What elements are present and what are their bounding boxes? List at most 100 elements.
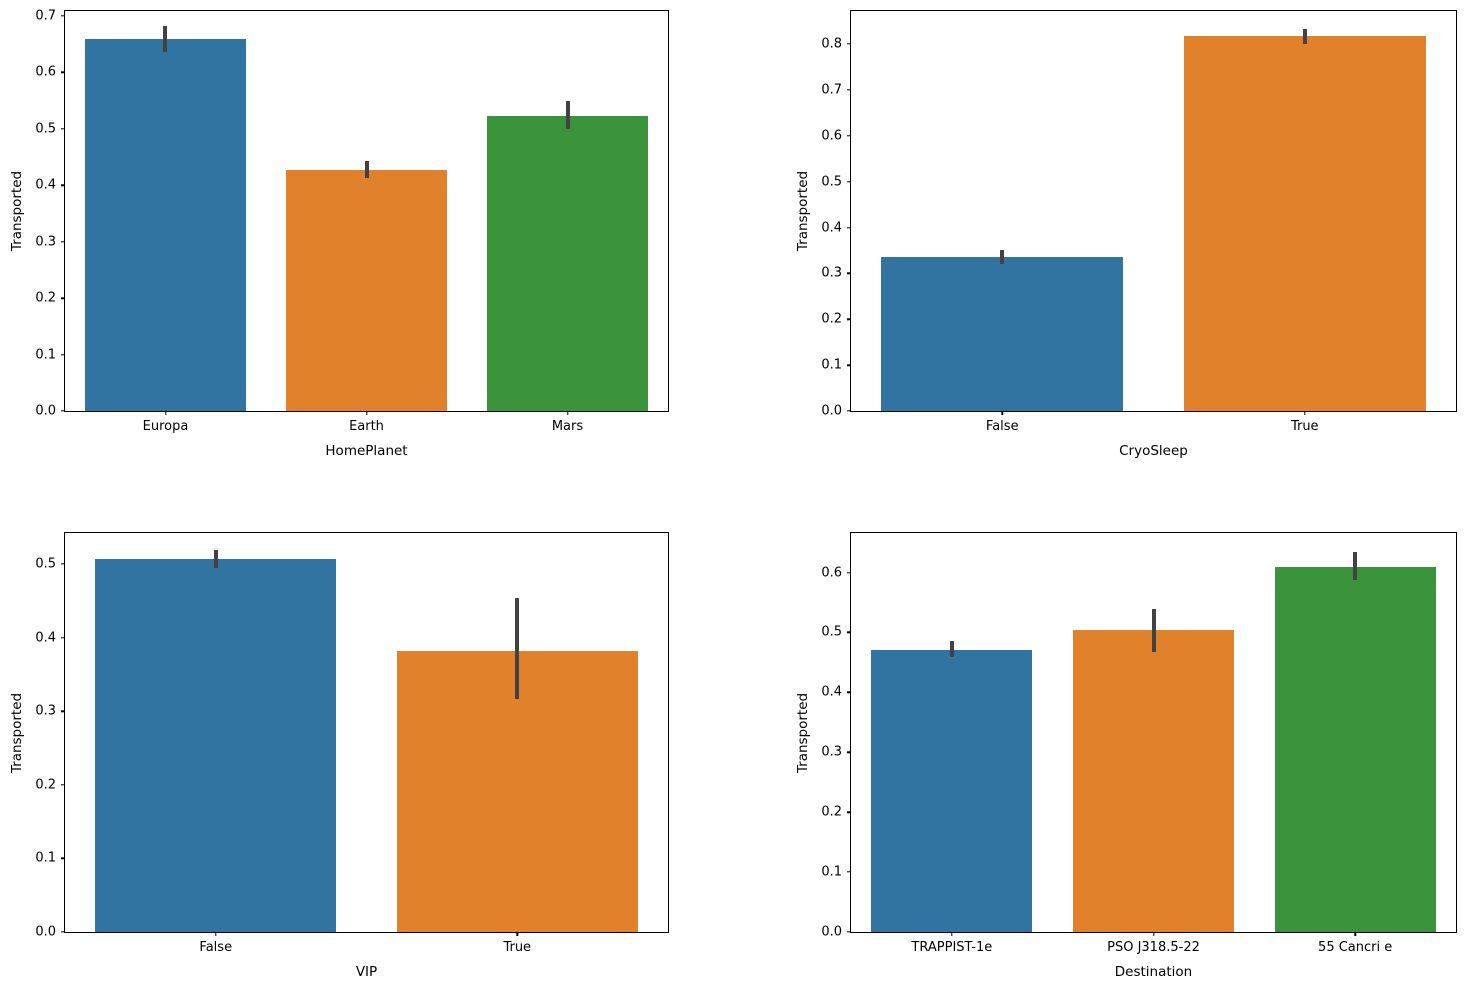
y-tick-mark bbox=[61, 563, 65, 565]
y-tick-mark bbox=[61, 353, 65, 356]
y-tick-mark bbox=[61, 710, 65, 712]
y-tick-mark bbox=[847, 364, 851, 366]
x-tick-label: Mars bbox=[551, 419, 584, 434]
y-tick-label: 0.8 bbox=[821, 36, 842, 52]
y-tick-label: 0.1 bbox=[821, 864, 842, 880]
x-tick-mark bbox=[951, 932, 953, 936]
error-bar-false bbox=[1000, 250, 1005, 265]
x-tick-mark bbox=[1152, 932, 1155, 936]
y-tick-label: 0.1 bbox=[821, 357, 842, 373]
bar-false bbox=[881, 257, 1124, 411]
x-tick-mark bbox=[164, 411, 167, 415]
x-tick-label: 55 Cancri e bbox=[1318, 940, 1393, 955]
error-bar-true bbox=[1302, 28, 1307, 44]
error-bar-trappist-1e bbox=[949, 640, 954, 658]
x-tick-mark bbox=[1304, 411, 1306, 415]
y-tick-label: 0.6 bbox=[821, 565, 842, 581]
error-bar-pso-j318-5-22 bbox=[1151, 608, 1156, 652]
bar-europa bbox=[85, 39, 246, 411]
y-tick-label: 0.0 bbox=[35, 403, 56, 419]
y-tick-label: 0.3 bbox=[35, 234, 56, 250]
y-tick-mark bbox=[847, 691, 851, 694]
x-tick-mark bbox=[1001, 411, 1003, 415]
x-tick-label: True bbox=[503, 940, 532, 955]
bar-false bbox=[95, 558, 337, 932]
y-tick-mark bbox=[61, 241, 65, 243]
x-tick-mark bbox=[566, 411, 569, 415]
y-axis-label: Transported bbox=[9, 170, 25, 252]
y-tick-label: 0.2 bbox=[821, 804, 842, 820]
x-tick-label: False bbox=[985, 419, 1019, 434]
error-bar-earth bbox=[364, 160, 369, 178]
x-axis-label: HomePlanet bbox=[325, 443, 408, 459]
y-tick-label: 0.7 bbox=[821, 82, 842, 98]
x-tick-label: TRAPPIST-1e bbox=[911, 940, 993, 955]
y-tick-label: 0.2 bbox=[35, 777, 56, 793]
y-tick-mark bbox=[847, 135, 851, 137]
y-axis-label: Transported bbox=[795, 692, 811, 773]
x-tick-mark bbox=[365, 411, 368, 415]
subplot-destination: Transported Destination TRAPPIST-1e PSO J… bbox=[795, 532, 1457, 980]
y-tick-mark bbox=[61, 636, 65, 639]
y-tick-mark bbox=[61, 128, 65, 130]
x-axis-label: VIP bbox=[355, 964, 378, 980]
y-tick-label: 0.7 bbox=[35, 8, 56, 24]
x-tick-mark bbox=[516, 932, 518, 936]
y-tick-mark bbox=[847, 43, 851, 45]
y-tick-label: 0.0 bbox=[821, 403, 842, 419]
y-tick-label: 0.2 bbox=[35, 290, 56, 306]
error-bar-false bbox=[213, 549, 218, 568]
y-tick-label: 0.5 bbox=[821, 174, 842, 190]
y-tick-mark bbox=[61, 184, 65, 187]
subplot-vip: Transported VIP False True 0.0 0.1 0.2 0.3 0.4… bbox=[9, 532, 669, 980]
y-axis-label: Transported bbox=[795, 170, 811, 252]
y-tick-mark bbox=[61, 297, 65, 299]
y-tick-label: 0.0 bbox=[821, 924, 842, 940]
error-bar-mars bbox=[565, 101, 570, 130]
x-tick-label: Earth bbox=[349, 419, 384, 434]
y-tick-label: 0.5 bbox=[35, 121, 56, 137]
x-tick-label: False bbox=[199, 940, 233, 955]
y-tick-mark bbox=[847, 931, 851, 933]
y-tick-mark bbox=[61, 15, 65, 17]
y-tick-label: 0.1 bbox=[35, 347, 56, 363]
x-tick-mark bbox=[1354, 932, 1356, 936]
y-tick-label: 0.5 bbox=[821, 624, 842, 640]
y-tick-label: 0.1 bbox=[35, 850, 56, 866]
error-bar-europa bbox=[163, 26, 168, 52]
y-axis-label: Transported bbox=[9, 692, 25, 773]
bar-mars bbox=[487, 115, 648, 411]
y-tick-label: 0.0 bbox=[35, 924, 56, 940]
y-tick-label: 0.3 bbox=[821, 265, 842, 281]
y-tick-mark bbox=[61, 857, 65, 860]
subplot-cryosleep: Transported CryoSleep False True 0.0 0.1 0.2… bbox=[795, 10, 1457, 459]
bar-earth bbox=[286, 169, 447, 411]
x-tick-label: PSO J318.5-22 bbox=[1107, 940, 1200, 955]
y-tick-mark bbox=[61, 410, 65, 412]
y-tick-label: 0.5 bbox=[35, 556, 56, 572]
x-axis-label: Destination bbox=[1114, 964, 1193, 980]
error-bar-true bbox=[515, 597, 520, 700]
y-tick-mark bbox=[61, 71, 65, 74]
subplot-homeplanet: Transported HomePlanet Europa Earth Mars 0.… bbox=[9, 10, 669, 459]
y-tick-label: 0.3 bbox=[35, 703, 56, 719]
y-tick-label: 0.4 bbox=[35, 630, 56, 646]
y-tick-label: 0.3 bbox=[821, 744, 842, 760]
y-tick-mark bbox=[847, 410, 851, 412]
x-tick-mark bbox=[215, 932, 217, 936]
y-tick-mark bbox=[847, 180, 851, 183]
y-tick-mark bbox=[847, 318, 851, 320]
y-tick-label: 0.6 bbox=[821, 128, 842, 144]
x-axis-label: CryoSleep bbox=[1119, 443, 1188, 459]
y-tick-label: 0.4 bbox=[35, 177, 56, 193]
error-bar-55-cancri-e bbox=[1353, 552, 1358, 581]
bar-true bbox=[1183, 36, 1426, 411]
y-tick-mark bbox=[847, 631, 851, 634]
y-tick-mark bbox=[847, 272, 851, 275]
x-tick-label: True bbox=[1290, 419, 1319, 434]
bar-55-cancri-e bbox=[1274, 566, 1436, 932]
x-tick-label: Europa bbox=[142, 419, 189, 434]
bar-trappist-1e bbox=[871, 649, 1033, 932]
y-tick-mark bbox=[847, 811, 851, 813]
